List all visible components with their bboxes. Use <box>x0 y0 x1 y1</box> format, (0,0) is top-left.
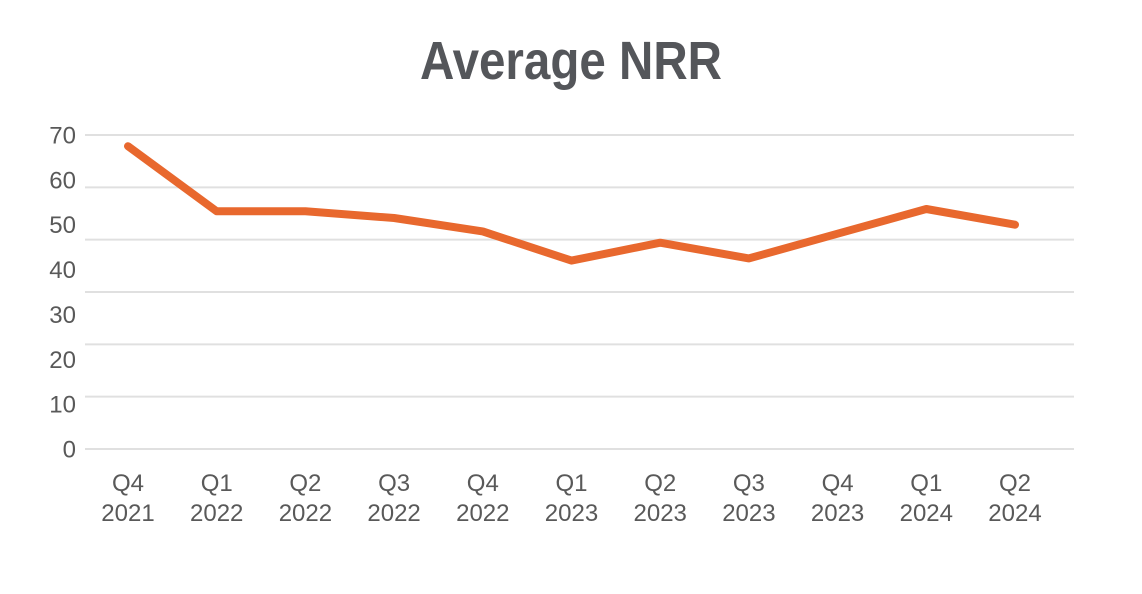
x-tick-label: Q1 2023 <box>545 470 598 527</box>
x-axis-tick-labels: Q4 2021 Q1 2022 Q2 2022 Q3 2022 Q4 2022 Q1 2023 Q2 20… <box>101 470 1041 527</box>
y-tick-label: 60 <box>49 167 76 194</box>
x-tick-label: Q3 2022 <box>367 470 420 527</box>
x-tick-label: Q4 2021 <box>101 470 154 527</box>
x-tick-label: Q1 2024 <box>900 470 953 527</box>
y-tick-label: 70 <box>49 123 76 150</box>
y-tick-label: 50 <box>49 212 76 239</box>
y-tick-label: 0 <box>63 437 76 464</box>
y-axis-tick-labels: 70 60 50 40 30 20 10 0 <box>49 123 76 464</box>
x-tick-label: Q2 2024 <box>988 470 1041 527</box>
x-tick-label: Q4 2023 <box>811 470 864 527</box>
y-gridlines <box>85 134 1074 450</box>
x-tick-label: Q3 2023 <box>722 470 775 527</box>
y-tick-label: 10 <box>49 392 76 419</box>
y-tick-label: 20 <box>49 347 76 374</box>
series-line-average-nrr <box>124 142 1019 265</box>
x-tick-label: Q4 2022 <box>456 470 509 527</box>
y-tick-label: 30 <box>49 302 76 329</box>
y-tick-label: 40 <box>49 257 76 284</box>
x-tick-label: Q2 2023 <box>634 470 687 527</box>
x-tick-label: Q2 2022 <box>279 470 332 527</box>
chart-title: Average NRR <box>420 31 722 91</box>
x-tick-label: Q1 2022 <box>190 470 243 527</box>
